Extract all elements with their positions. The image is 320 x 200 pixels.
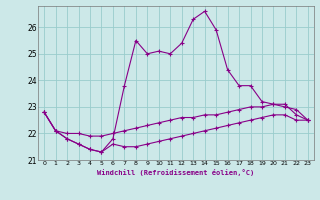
X-axis label: Windchill (Refroidissement éolien,°C): Windchill (Refroidissement éolien,°C): [97, 169, 255, 176]
